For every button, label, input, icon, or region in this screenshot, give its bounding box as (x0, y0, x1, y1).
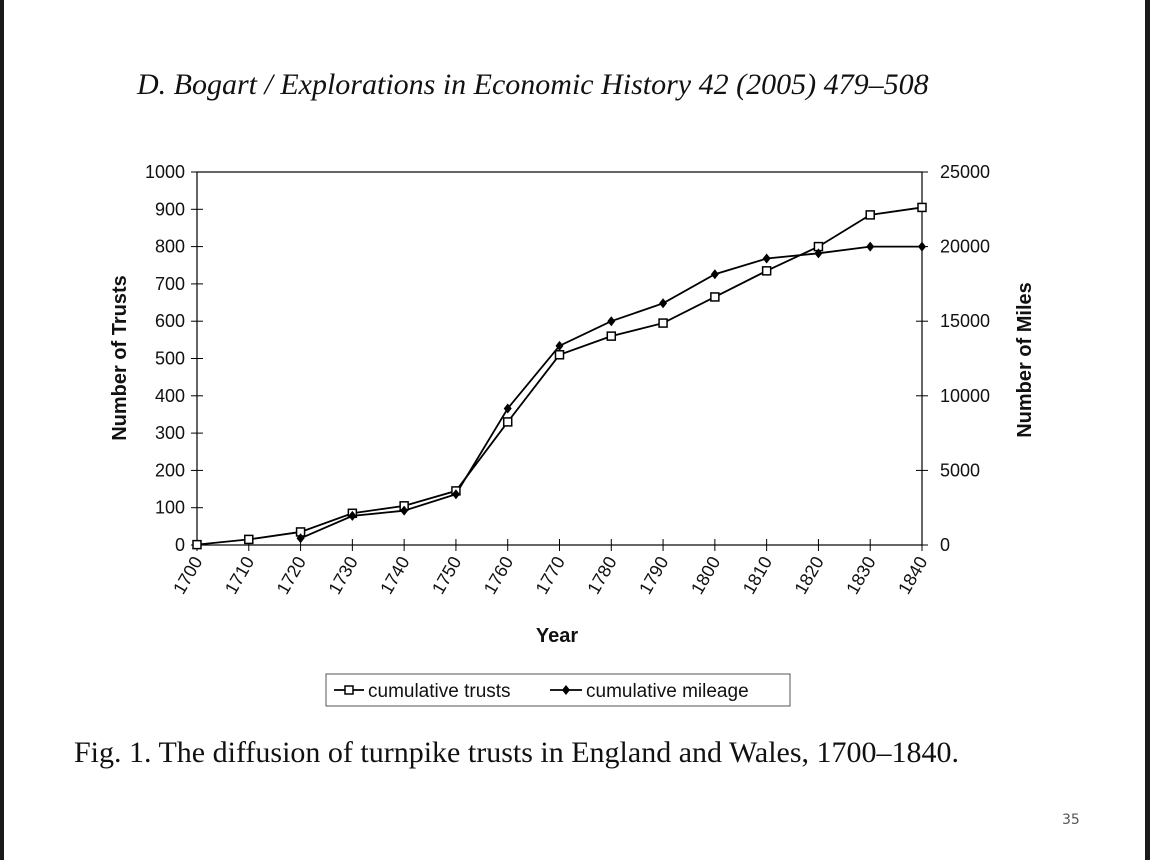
y-tick-label: 300 (155, 423, 185, 443)
data-point-trusts (502, 417, 513, 427)
data-point-trusts (710, 292, 720, 302)
x-tick-label: 1730 (324, 553, 361, 598)
x-tick-label: 1740 (376, 553, 413, 598)
data-point-mileage (918, 241, 926, 252)
data-point-mileage (503, 403, 512, 414)
y-tick-label: 500 (155, 349, 185, 369)
x-tick-label: 1800 (687, 553, 724, 598)
x-tick-label: 1780 (583, 553, 620, 598)
legend: cumulative trusts cumulative mileage (325, 673, 791, 707)
legend-marker-mileage (562, 685, 570, 695)
axes: 0100200300400500600700800900100005000100… (145, 162, 990, 598)
y2-axis-title: Number of Miles (1014, 282, 1036, 438)
series-line-mileage (300, 245, 922, 540)
legend-label-mileage: cumulative mileage (586, 681, 749, 702)
legend-label-trusts: cumulative trusts (368, 681, 511, 702)
chart: 0100200300400500600700800900100005000100… (109, 162, 1036, 707)
data-point-mileage (814, 248, 823, 259)
y-tick-label: 100 (155, 498, 185, 518)
data-point-mileage (866, 241, 875, 252)
legend-marker-trusts (344, 685, 354, 695)
x-tick-label: 1760 (480, 553, 517, 598)
x-axis-title: Year (536, 625, 578, 647)
y2-tick-label: 0 (940, 535, 950, 555)
y-tick-label: 900 (155, 199, 185, 219)
data-point-mileage (710, 269, 719, 280)
data-point-trusts (244, 534, 254, 545)
header-text: D. Bogart / Explorations in Economic His… (137, 68, 929, 101)
data-point-trusts (192, 539, 202, 550)
y-tick-label: 400 (155, 386, 185, 406)
y2-tick-label: 15000 (940, 311, 990, 331)
data-point-mileage (607, 316, 616, 327)
y-tick-label: 0 (175, 535, 185, 555)
y2-tick-label: 10000 (940, 386, 990, 406)
x-tick-label: 1820 (791, 553, 828, 598)
series-line-trusts (196, 206, 923, 546)
data-point-mileage (296, 533, 305, 544)
data-point-mileage (400, 505, 409, 516)
y2-tick-label: 5000 (940, 460, 980, 480)
x-tick-label: 1700 (169, 553, 206, 598)
y2-tick-label: 20000 (940, 237, 990, 257)
y-tick-label: 1000 (145, 162, 185, 182)
page-number: 35 (1062, 812, 1080, 828)
data-point-mileage (659, 298, 668, 309)
x-tick-label: 1790 (635, 553, 672, 598)
y2-tick-label: 25000 (940, 162, 990, 182)
figure-caption: Fig. 1. The diffusion of turnpike trusts… (74, 736, 960, 769)
y-tick-label: 200 (155, 460, 185, 480)
y-axis-title: Number of Trusts (109, 275, 131, 441)
x-tick-label: 1810 (739, 553, 776, 598)
x-tick-label: 1710 (221, 553, 258, 598)
x-tick-label: 1720 (273, 553, 310, 598)
data-point-trusts (606, 331, 617, 341)
y-tick-label: 700 (155, 274, 185, 294)
y-tick-label: 800 (155, 237, 185, 257)
data-point-mileage (451, 489, 460, 500)
x-tick-label: 1770 (532, 553, 569, 598)
x-tick-label: 1830 (842, 553, 879, 598)
markers (192, 202, 927, 550)
slide: D. Bogart / Explorations in Economic His… (4, 0, 1145, 860)
data-point-trusts (554, 350, 565, 360)
data-point-trusts (761, 266, 772, 276)
y-tick-label: 600 (155, 311, 185, 331)
series-lines (196, 206, 923, 546)
x-tick-label: 1750 (428, 553, 465, 598)
data-point-trusts (917, 202, 927, 213)
data-point-mileage (555, 340, 564, 351)
data-point-trusts (865, 210, 875, 220)
x-tick-label: 1840 (894, 553, 931, 598)
data-point-mileage (348, 510, 357, 521)
data-point-trusts (658, 318, 668, 328)
data-point-mileage (762, 253, 771, 264)
